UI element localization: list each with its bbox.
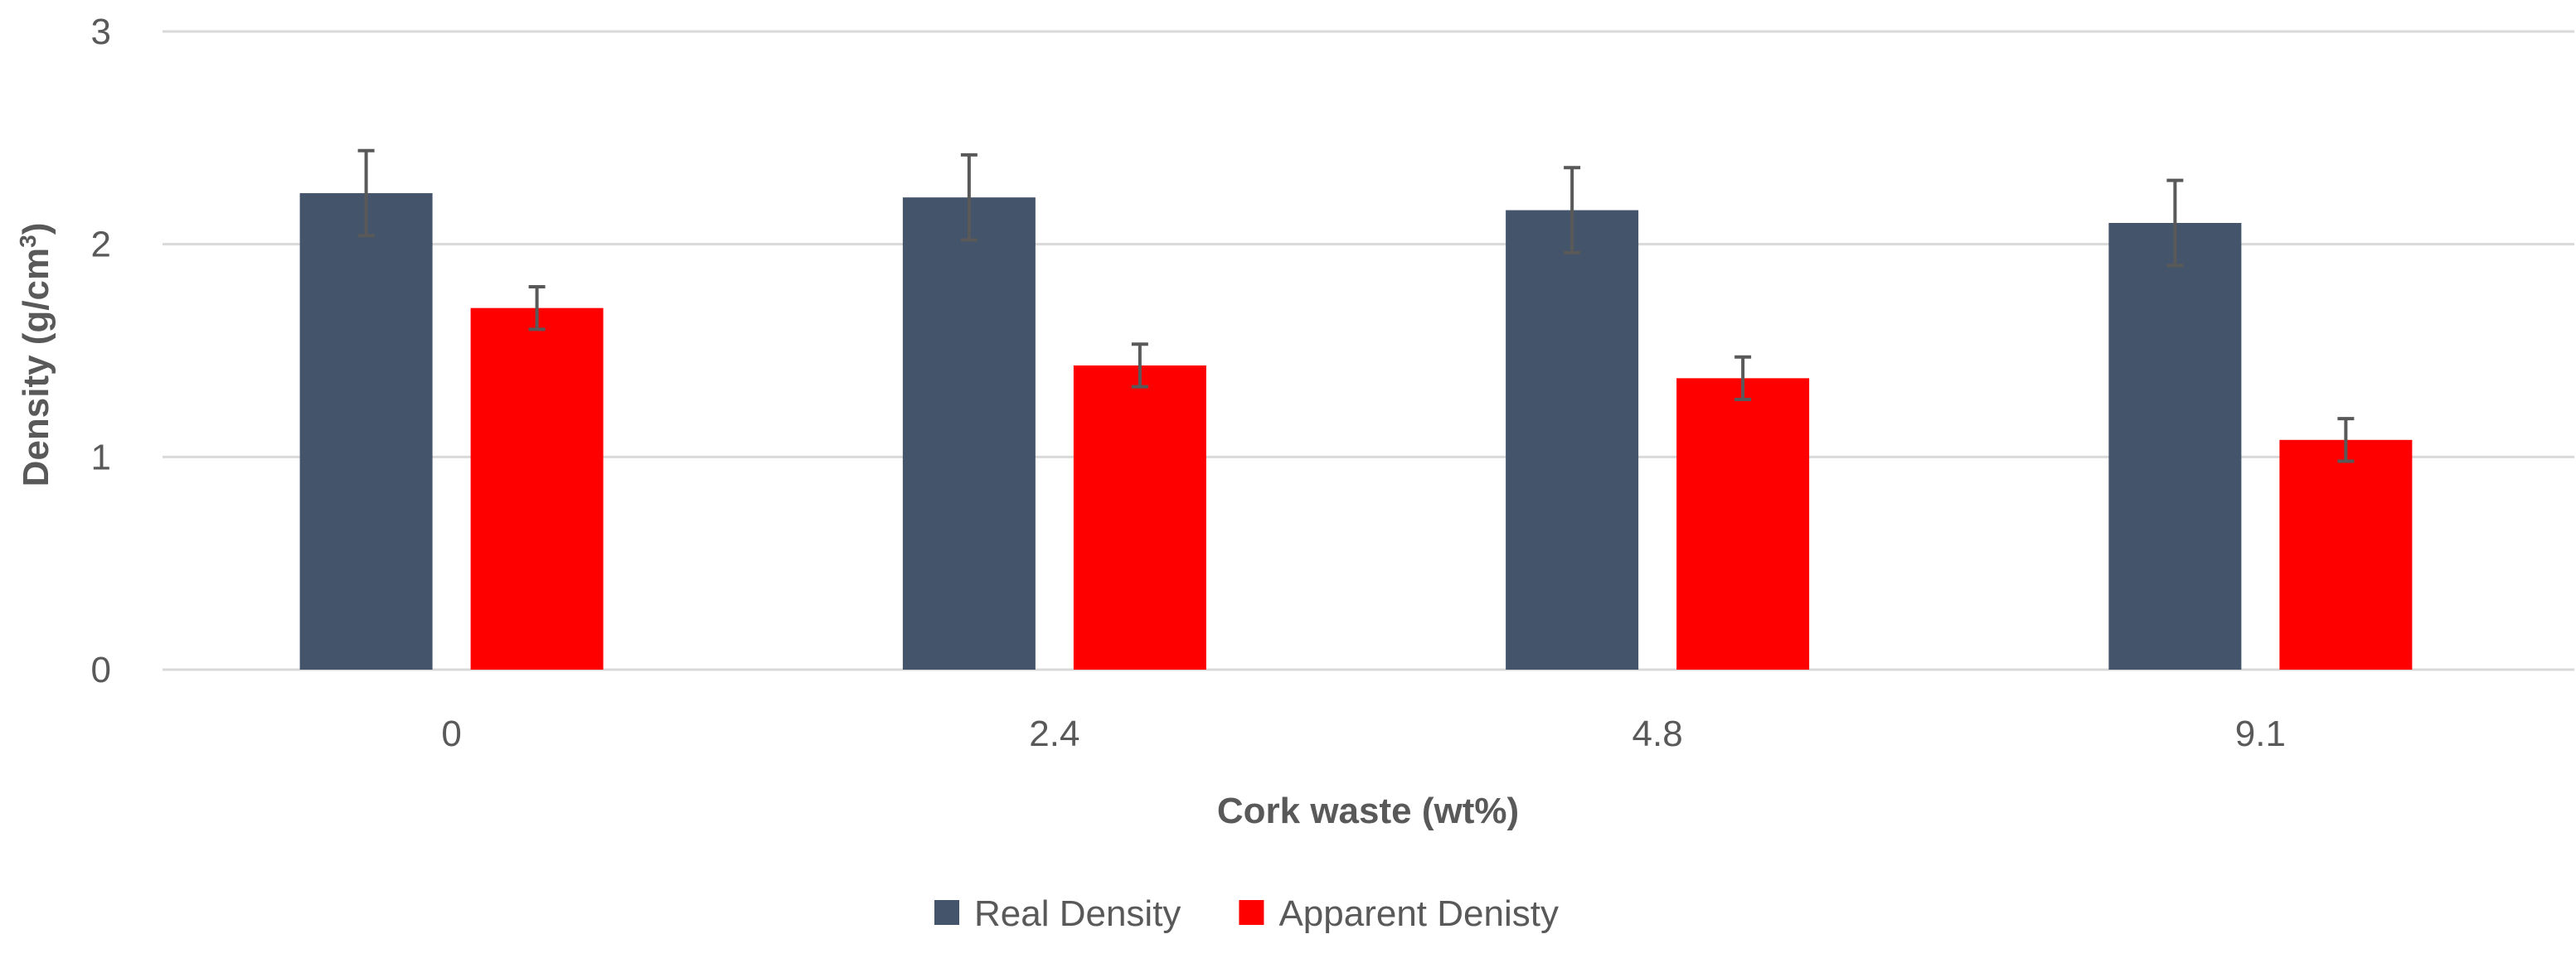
error-bars [357,148,2355,463]
error-bar-apparent-denisty-2.4 [1131,342,1148,389]
legend-label-real-density: Real Density [974,893,1181,934]
bar-real-density-0 [299,193,433,670]
x-axis-title: Cork waste (wt%) [1217,791,1519,831]
legend-swatch-apparent-denisty [1239,900,1264,925]
bar-apparent-denisty-9.1 [2279,439,2413,670]
legend: Real Density Apparent Denisty [934,893,1559,934]
bar-real-density-2.4 [902,197,1036,670]
y-axis-title-suffix: ) [16,223,56,235]
error-bar-real-density-4.8 [1564,166,1581,254]
x-axis-ticks: 0 2.4 4.8 9.1 [441,714,2286,754]
bar-apparent-denisty-0 [470,307,604,670]
legend-label-apparent-denisty: Apparent Denisty [1278,893,1559,934]
x-tick-label-2.4: 2.4 [1029,714,1079,754]
x-tick-label-4.8: 4.8 [1632,714,1683,754]
x-tick-label-9.1: 9.1 [2235,714,2286,754]
error-bar-apparent-denisty-9.1 [2337,417,2355,463]
y-axis-title-main: Density (g/cm [16,248,56,487]
bar-real-density-4.8 [1506,210,1639,670]
y-axis-title-superscript: 3 [15,235,41,248]
y-tick-label-0: 0 [91,650,111,690]
legend-swatch-real-density [934,900,959,925]
y-tick-label-1: 1 [91,437,111,477]
error-bar-real-density-9.1 [2166,178,2184,268]
bar-apparent-denisty-2.4 [1073,365,1206,670]
bars [299,193,2413,670]
y-tick-label-2: 2 [91,225,111,265]
y-axis-title: Density (g/cm3) [15,223,57,487]
y-axis-ticks: 0 1 2 3 [91,12,111,690]
error-bar-real-density-2.4 [960,152,978,242]
error-bar-apparent-denisty-4.8 [1734,355,1752,402]
bar-apparent-denisty-4.8 [1676,378,1810,670]
x-tick-label-0: 0 [441,714,461,754]
error-bar-apparent-denisty-0 [528,285,546,332]
bar-real-density-9.1 [2108,223,2242,670]
error-bar-real-density-0 [357,148,375,238]
y-tick-label-3: 3 [91,12,111,52]
